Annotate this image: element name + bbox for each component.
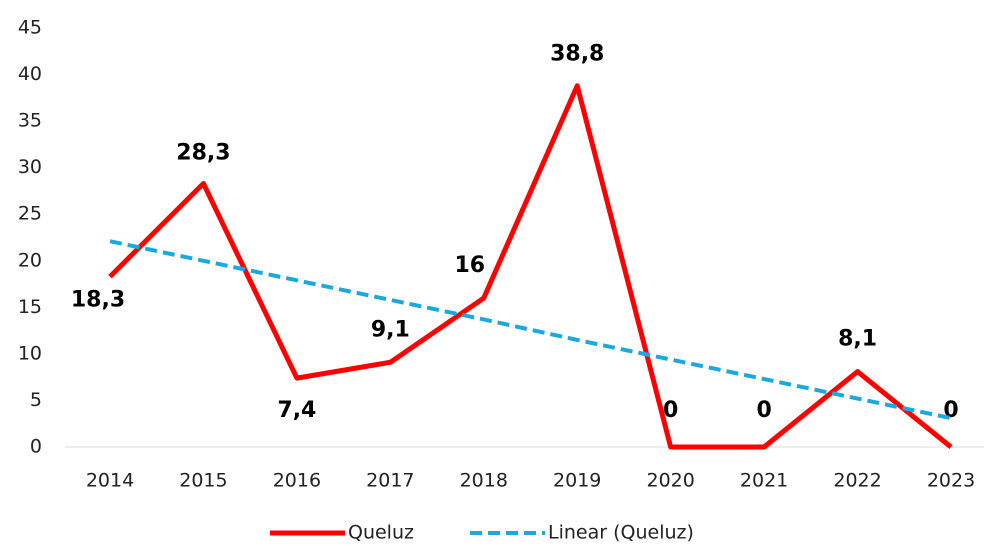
data-label: 28,3 <box>176 140 230 165</box>
x-tick-label: 2021 <box>740 470 788 492</box>
legend-label: Linear (Queluz) <box>548 522 694 544</box>
y-tick-label: 15 <box>18 296 42 318</box>
data-label: 0 <box>756 398 771 423</box>
data-label: 18,3 <box>71 288 125 313</box>
data-label: 38,8 <box>550 42 604 67</box>
data-label: 16 <box>454 253 485 278</box>
y-tick-label: 25 <box>18 203 42 225</box>
data-line <box>108 83 953 450</box>
y-tick-label: 5 <box>30 389 42 411</box>
y-tick-label: 35 <box>18 110 42 132</box>
x-tick-label: 2023 <box>927 470 975 492</box>
trend-line <box>109 239 952 421</box>
x-tick-label: 2016 <box>273 470 321 492</box>
x-tick-label: 2017 <box>366 470 414 492</box>
x-tick-label: 2019 <box>553 470 601 492</box>
data-label: 7,4 <box>277 398 316 423</box>
data-label: 9,1 <box>371 317 410 342</box>
x-tick-label: 2020 <box>646 470 694 492</box>
legend-label: Queluz <box>348 522 414 544</box>
data-label: 0 <box>943 398 958 423</box>
y-tick-label: 45 <box>18 17 42 39</box>
x-tick-label: 2018 <box>460 470 508 492</box>
x-tick-label: 2022 <box>833 470 881 492</box>
data-label: 8,1 <box>838 327 877 352</box>
y-tick-label: 40 <box>18 63 42 85</box>
x-tick-label: 2015 <box>179 470 227 492</box>
x-tick-label: 2014 <box>86 470 134 492</box>
y-tick-label: 20 <box>18 249 42 271</box>
y-tick-label: 30 <box>18 156 42 178</box>
y-tick-label: 10 <box>18 342 42 364</box>
y-tick-label: 0 <box>30 436 42 458</box>
data-label: 0 <box>663 398 678 423</box>
